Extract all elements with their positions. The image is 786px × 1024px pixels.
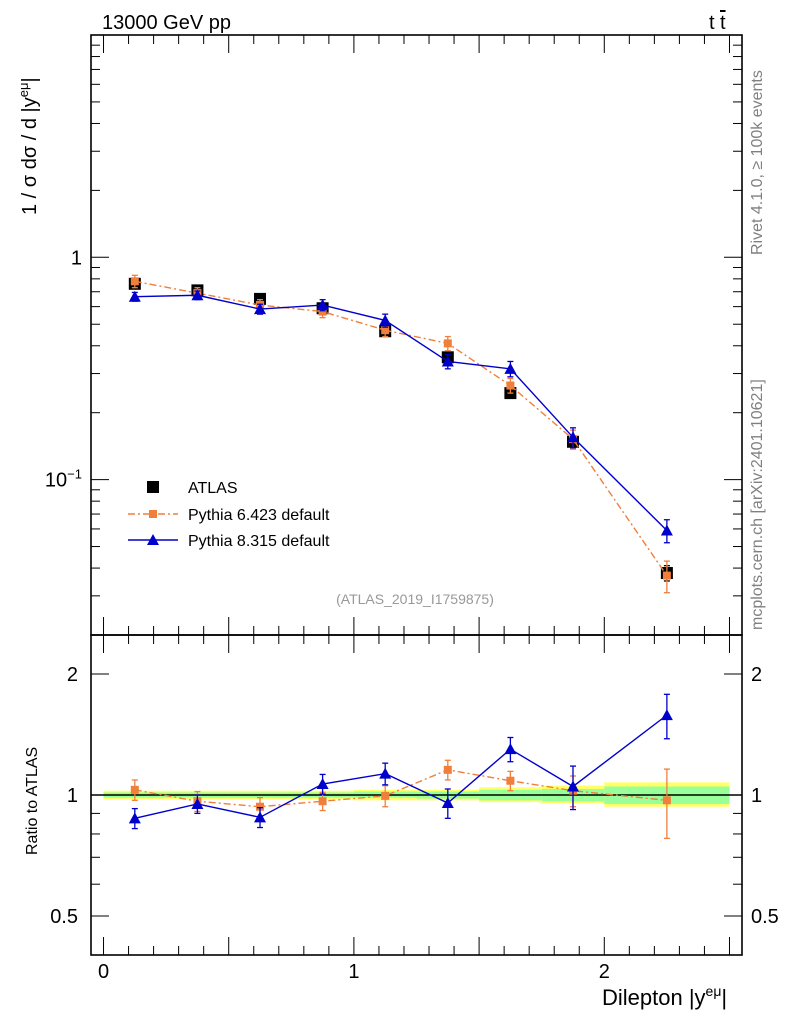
ratio-data-point	[660, 709, 673, 721]
main-data-point	[381, 326, 390, 335]
ratio-data-point	[379, 767, 392, 779]
ratio-series-layer	[128, 693, 673, 840]
header-process-t: t	[709, 12, 715, 34]
legend-marker	[149, 510, 157, 518]
legend-entry-label: Pythia 6.423 default	[188, 507, 330, 524]
mcplots-label: mcplots.cern.ch [arXiv:2401.10621]	[749, 379, 766, 630]
main-data-point	[441, 355, 454, 367]
x-tick-label: 2	[599, 961, 610, 983]
main-data-point	[504, 362, 517, 374]
main-y-axis-label: 1 / σ dσ / d |yeμ|	[16, 77, 41, 215]
main-y-tick-label: 10−1	[45, 467, 82, 492]
header-energy: 13000 GeV pp	[102, 12, 231, 34]
ratio-data-point	[443, 765, 452, 774]
main-data-point	[318, 307, 327, 316]
header-process-tbar: t	[720, 12, 726, 34]
rivet-version-label: Rivet 4.1.0, ≥ 100k events	[749, 70, 766, 255]
main-data-point	[660, 524, 673, 536]
x-axis-label-sup: eμ	[706, 983, 722, 999]
x-axis-label: Dilepton |yeμ|	[602, 983, 727, 1010]
legend-marker	[147, 481, 159, 493]
ratio-plot-frame	[90, 634, 743, 956]
main-data-point	[443, 339, 452, 348]
ratio-y-tick-label-right: 1	[751, 785, 762, 807]
ratio-y-tick-label-left: 1	[67, 785, 78, 807]
ratio-data-point	[316, 778, 329, 790]
ratio-series-line	[134, 769, 667, 808]
ratio-data-point	[441, 797, 454, 809]
main-data-point	[130, 277, 139, 286]
ratio-data-point	[506, 776, 515, 785]
x-tick-label: 0	[98, 961, 109, 983]
ratio-data-point	[191, 797, 204, 809]
ratio-data-point	[566, 780, 579, 792]
main-y-axis-label-sup: eμ	[16, 83, 31, 98]
ratio-y-tick-label-left: 0.5	[50, 906, 78, 928]
main-data-point	[566, 431, 579, 443]
x-tick-label: 1	[348, 961, 359, 983]
ratio-data-point	[504, 743, 517, 755]
ratio-data-point	[381, 791, 390, 800]
main-axis-ticks: 1 10−1	[45, 35, 742, 636]
ratio-data-point	[128, 812, 141, 824]
analysis-watermark: (ATLAS_2019_I1759875)	[336, 591, 494, 607]
legend-entry-label: Pythia 8.315 default	[188, 533, 330, 550]
x-axis-label-pre: Dilepton |y	[602, 985, 706, 1010]
main-y-axis-label-post: |	[19, 77, 41, 82]
ratio-uncertainty-bands	[91, 782, 742, 807]
x-axis-label-post: |	[721, 985, 727, 1010]
ratio-data-point	[662, 796, 671, 805]
ratio-y-axis-label: Ratio to ATLAS	[24, 747, 41, 855]
main-data-point	[191, 289, 204, 301]
main-data-point	[128, 290, 141, 302]
legend-marker	[147, 534, 159, 545]
ratio-data-point	[130, 785, 139, 794]
main-data-point	[316, 299, 329, 311]
ratio-data-point	[256, 802, 265, 811]
main-data-point	[506, 381, 515, 390]
main-y-axis-label-pre: 1 / σ dσ / d |y	[19, 97, 41, 215]
legend-entry-label: ATLAS	[188, 480, 238, 497]
legend: ATLAS Pythia 6.423 default Pythia 8.315 de…	[128, 480, 330, 550]
ratio-data-point	[318, 797, 327, 806]
main-y-tick-label: 1	[71, 247, 82, 269]
main-series-line	[134, 280, 668, 577]
main-data-point	[662, 571, 671, 580]
ratio-axis-ticks: 0.5 0.5 1 1 2 2 0 1 2	[50, 635, 779, 983]
main-series-layer	[128, 274, 673, 594]
main-data-point	[254, 303, 267, 315]
main-data-point	[379, 314, 392, 326]
ratio-y-tick-label-right: 0.5	[751, 906, 779, 928]
ratio-y-tick-label-left: 2	[67, 664, 78, 686]
ratio-y-tick-label-right: 2	[751, 664, 762, 686]
ratio-data-point	[254, 811, 267, 823]
